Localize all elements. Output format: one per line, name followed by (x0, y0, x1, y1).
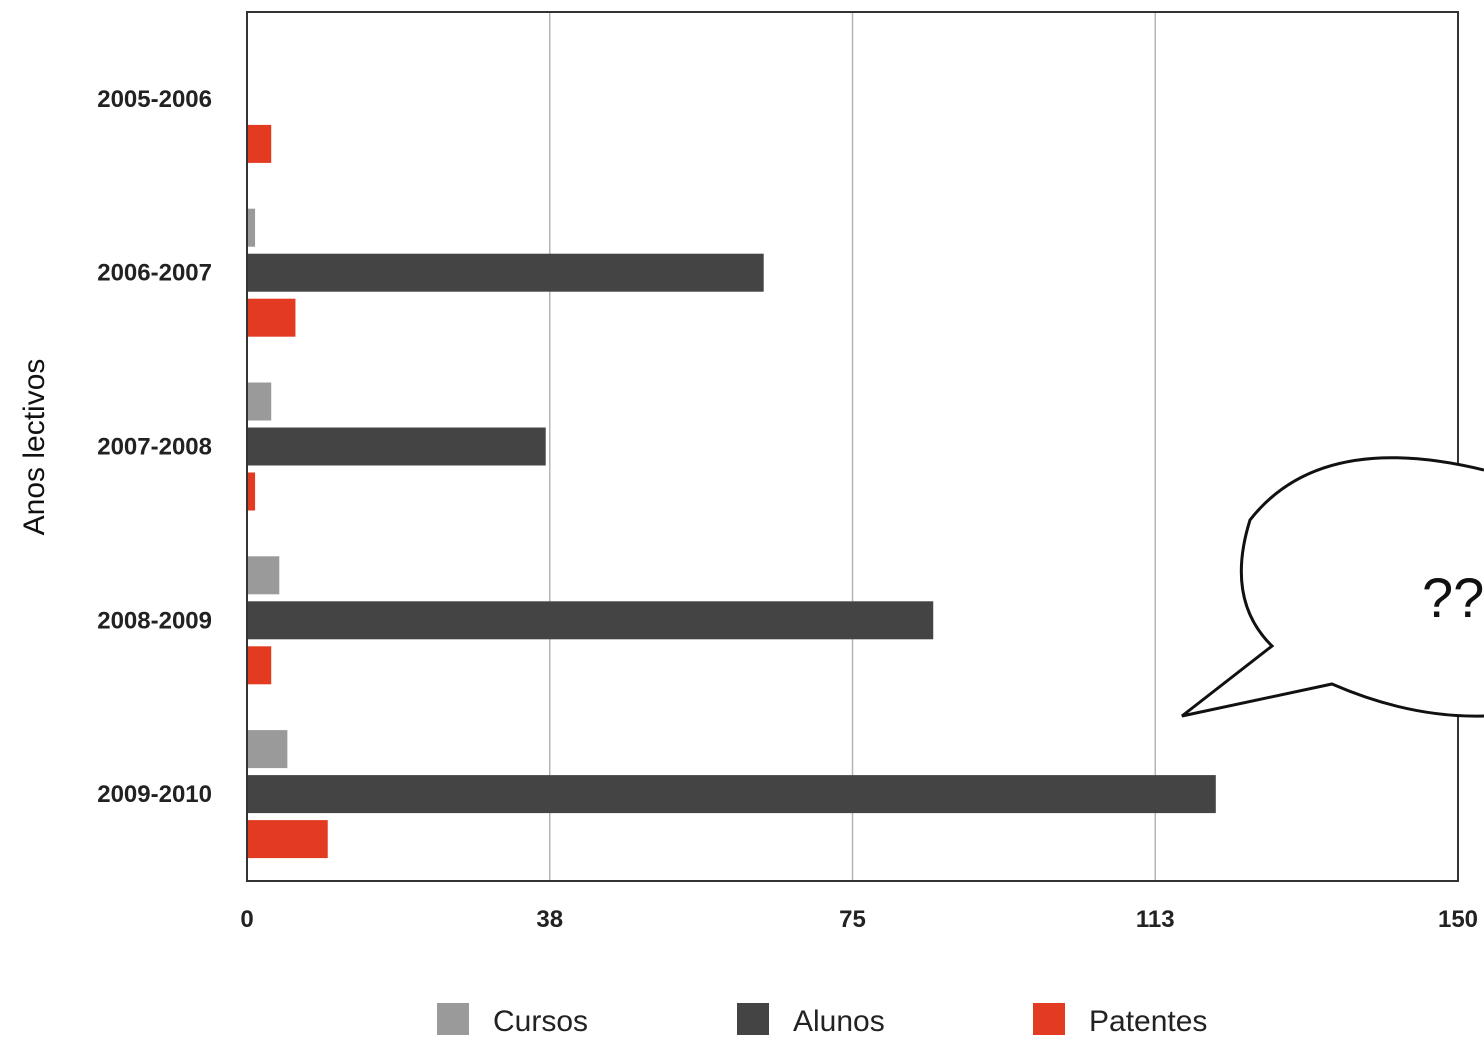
category-label: 2009-2010 (97, 781, 212, 808)
bar-cursos (247, 208, 256, 247)
y-axis-title: Anos lectivos (18, 359, 51, 536)
category-label: 2006-2007 (97, 260, 212, 287)
bar-alunos (247, 775, 1216, 814)
x-tick-label: 38 (536, 906, 563, 933)
bar-alunos (247, 427, 546, 466)
gridlines (549, 12, 1156, 881)
plot-frame (246, 11, 1459, 882)
legend-label: Alunos (793, 1005, 885, 1038)
speech-bubble-shape (1181, 456, 1484, 718)
bar-patentes (247, 646, 272, 685)
category-label: 2008-2009 (97, 607, 212, 634)
x-tick-label: 150 (1438, 906, 1478, 933)
bar-cursos (247, 730, 288, 769)
bar-cursos (247, 556, 280, 595)
x-tick-label: 0 (240, 906, 253, 933)
category-label: 2005-2006 (97, 86, 212, 113)
category-labels: 2005-2006 2006-2007 2007-2008 2008-2009 2009… (97, 86, 212, 808)
legend-swatch (1033, 1003, 1065, 1035)
legend-swatch (437, 1003, 469, 1035)
bar-patentes (247, 472, 256, 511)
x-tick-labels: 0 38 75 113 150 (240, 906, 1478, 933)
bar-patentes (247, 124, 272, 163)
legend: Cursos Alunos Patentes (437, 1003, 1207, 1038)
x-tick-label: 113 (1136, 906, 1175, 933)
bar-alunos (247, 601, 934, 640)
x-tick-label: 75 (839, 906, 866, 933)
speech-bubble-callout: ?? (1181, 456, 1484, 718)
bar-patentes (247, 820, 328, 859)
legend-label: Patentes (1089, 1005, 1207, 1038)
legend-swatch (737, 1003, 769, 1035)
bar-patentes (247, 298, 296, 337)
bars (247, 124, 1216, 859)
legend-label: Cursos (493, 1005, 588, 1038)
category-label: 2007-2008 (97, 434, 212, 461)
callout-text: ?? (1422, 566, 1484, 629)
bar-alunos (247, 253, 764, 292)
bar-cursos (247, 382, 272, 421)
